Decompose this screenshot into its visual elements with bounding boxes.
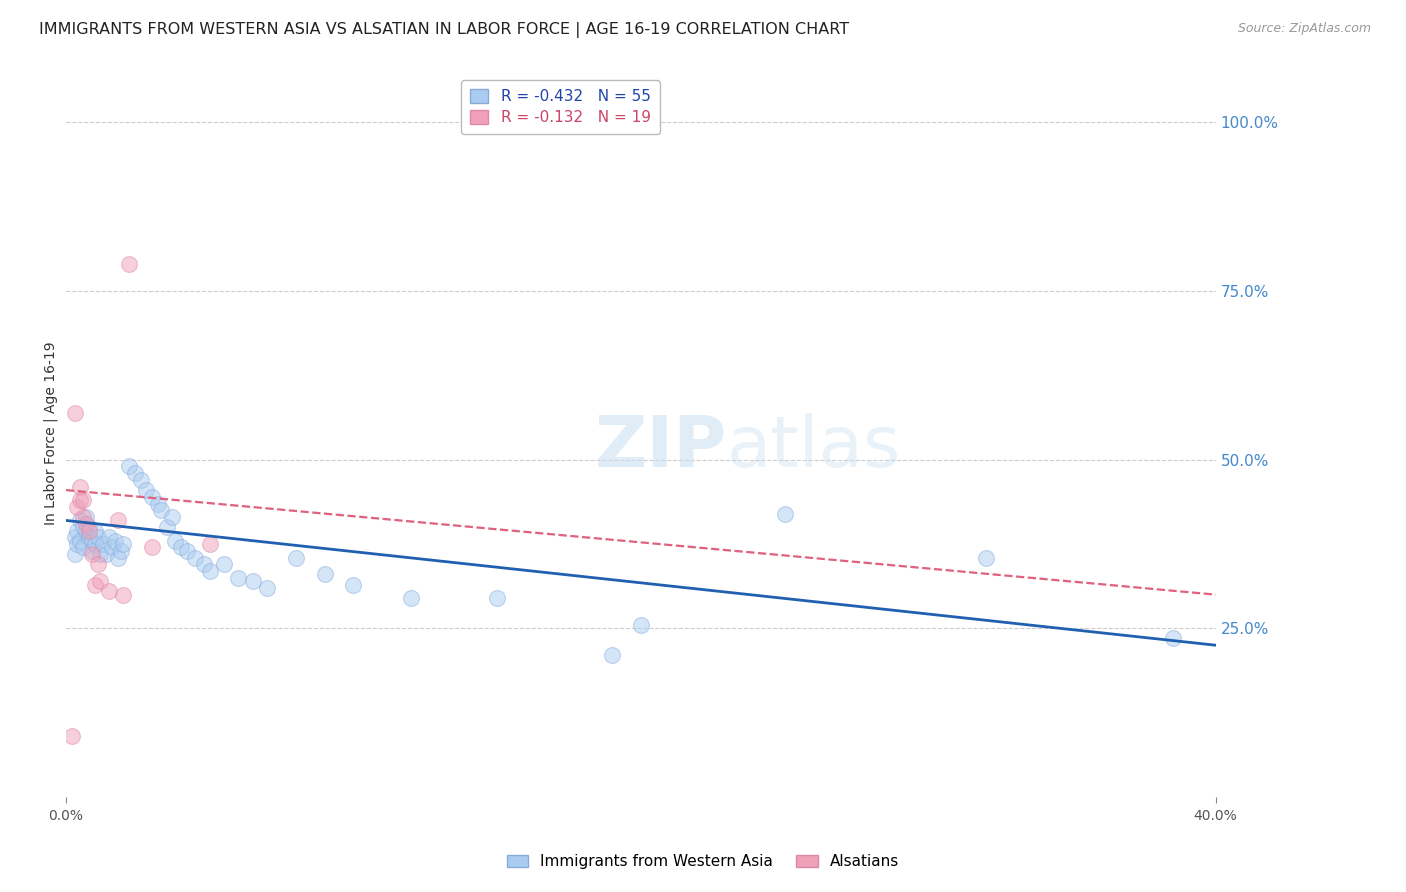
Point bbox=[129, 473, 152, 487]
Point bbox=[149, 503, 172, 517]
Point bbox=[72, 510, 94, 524]
Point bbox=[63, 405, 86, 419]
Point bbox=[83, 577, 105, 591]
Point bbox=[184, 550, 207, 565]
Point bbox=[69, 493, 91, 508]
Point bbox=[72, 520, 94, 534]
Point bbox=[112, 537, 135, 551]
Point bbox=[242, 574, 264, 589]
Point bbox=[399, 591, 422, 605]
Point bbox=[193, 558, 215, 572]
Point bbox=[104, 533, 127, 548]
Point bbox=[107, 513, 129, 527]
Point bbox=[165, 533, 187, 548]
Point bbox=[101, 541, 124, 555]
Point bbox=[80, 533, 103, 548]
Point bbox=[77, 520, 100, 534]
Text: IMMIGRANTS FROM WESTERN ASIA VS ALSATIAN IN LABOR FORCE | AGE 16-19 CORRELATION : IMMIGRANTS FROM WESTERN ASIA VS ALSATIAN… bbox=[39, 22, 849, 38]
Point bbox=[630, 618, 652, 632]
Point bbox=[80, 547, 103, 561]
Point bbox=[77, 524, 100, 538]
Point bbox=[98, 584, 121, 599]
Point bbox=[63, 530, 86, 544]
Point bbox=[314, 567, 336, 582]
Point bbox=[60, 729, 83, 743]
Point bbox=[228, 571, 250, 585]
Point bbox=[135, 483, 157, 497]
Point bbox=[110, 543, 132, 558]
Point bbox=[486, 591, 509, 605]
Point bbox=[155, 520, 177, 534]
Point bbox=[75, 516, 97, 531]
Point bbox=[86, 530, 108, 544]
Point bbox=[83, 524, 105, 538]
Point bbox=[98, 530, 121, 544]
Point bbox=[212, 558, 235, 572]
Point bbox=[83, 537, 105, 551]
Point bbox=[124, 467, 146, 481]
Point bbox=[69, 480, 91, 494]
Point bbox=[75, 510, 97, 524]
Legend: R = -0.432   N = 55, R = -0.132   N = 19: R = -0.432 N = 55, R = -0.132 N = 19 bbox=[461, 79, 659, 135]
Point bbox=[69, 533, 91, 548]
Point bbox=[256, 581, 278, 595]
Point bbox=[72, 541, 94, 555]
Text: atlas: atlas bbox=[727, 413, 901, 482]
Point bbox=[80, 543, 103, 558]
Point bbox=[72, 493, 94, 508]
Point bbox=[176, 543, 198, 558]
Point bbox=[141, 541, 163, 555]
Point bbox=[342, 577, 364, 591]
Point bbox=[198, 537, 221, 551]
Point bbox=[63, 547, 86, 561]
Point bbox=[89, 547, 111, 561]
Point bbox=[91, 537, 114, 551]
Point bbox=[118, 459, 141, 474]
Point bbox=[600, 648, 623, 663]
Legend: Immigrants from Western Asia, Alsatians: Immigrants from Western Asia, Alsatians bbox=[501, 848, 905, 875]
Point bbox=[146, 497, 169, 511]
Point bbox=[112, 588, 135, 602]
Point bbox=[96, 547, 118, 561]
Point bbox=[974, 550, 997, 565]
Point bbox=[107, 550, 129, 565]
Point bbox=[198, 564, 221, 578]
Y-axis label: In Labor Force | Age 16-19: In Labor Force | Age 16-19 bbox=[44, 341, 58, 524]
Point bbox=[1161, 632, 1184, 646]
Point bbox=[89, 574, 111, 589]
Point bbox=[86, 558, 108, 572]
Text: ZIP: ZIP bbox=[595, 413, 727, 482]
Point bbox=[66, 500, 89, 514]
Point bbox=[75, 524, 97, 538]
Point bbox=[284, 550, 307, 565]
Text: Source: ZipAtlas.com: Source: ZipAtlas.com bbox=[1237, 22, 1371, 36]
Point bbox=[69, 513, 91, 527]
Point bbox=[77, 530, 100, 544]
Point bbox=[66, 537, 89, 551]
Point bbox=[141, 490, 163, 504]
Point bbox=[773, 507, 796, 521]
Point bbox=[118, 257, 141, 271]
Point bbox=[162, 510, 184, 524]
Point bbox=[170, 541, 193, 555]
Point bbox=[66, 524, 89, 538]
